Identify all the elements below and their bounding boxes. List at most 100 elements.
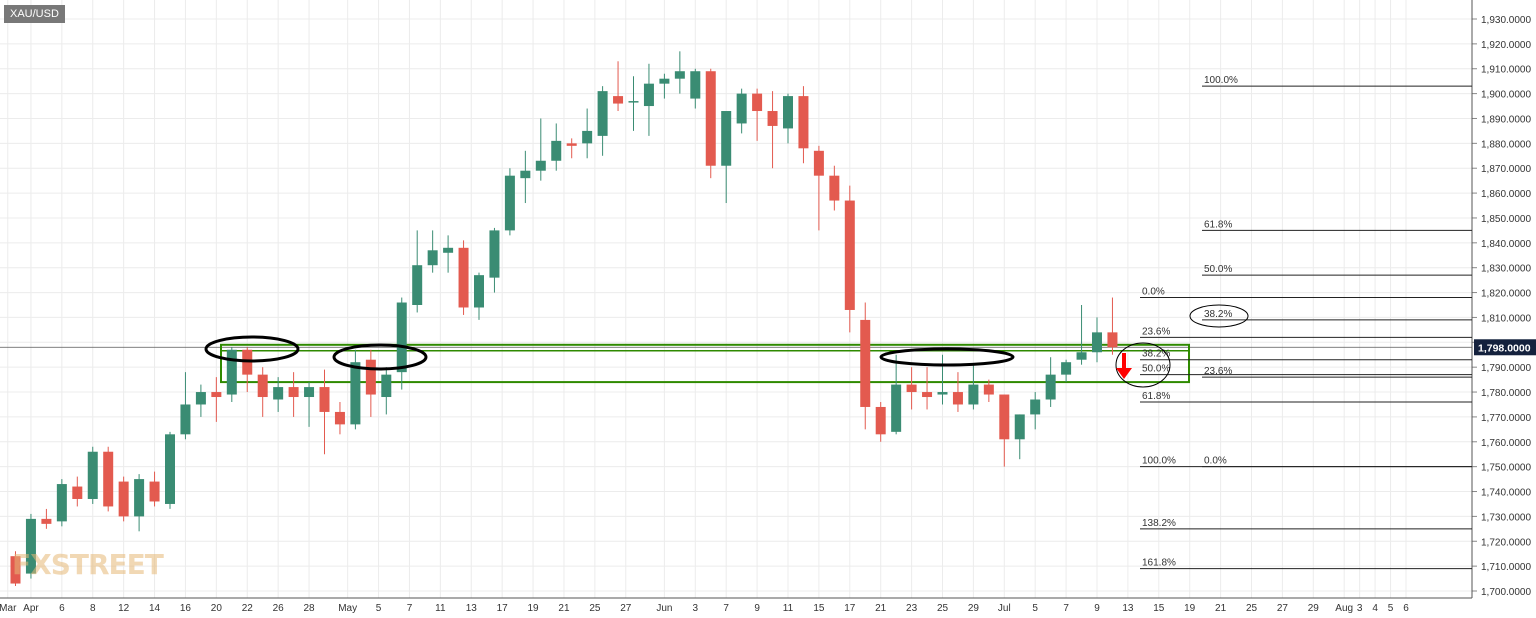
candle-body [56,484,67,522]
x-tick-label: 13 [466,603,478,614]
candle-body [41,518,52,524]
candle-body [273,387,284,400]
candle-body [968,384,979,405]
x-tick-label: 20 [211,603,223,614]
candle-body [736,93,747,124]
bearish-candle [1107,297,1118,355]
bullish-candle [1076,305,1087,365]
y-tick-label: 1,740.0000 [1481,488,1531,499]
candle-body [628,101,639,103]
x-tick-label: 4 [1372,603,1378,614]
bearish-candle [613,61,624,112]
y-tick-label: 1,730.0000 [1481,512,1531,523]
x-tick-label: 28 [303,603,315,614]
plot-area [0,0,1472,598]
bullish-candle [381,367,392,415]
down-arrow-head [1116,368,1132,379]
bearish-candle [211,377,222,422]
bearish-candle [875,401,886,442]
bullish-candle [304,382,315,427]
symbol-label[interactable]: XAU/USD [4,5,65,23]
x-tick-label: Apr [23,603,39,614]
x-tick-label: 23 [906,603,918,614]
candle-body [474,275,484,308]
bullish-candle [443,235,454,273]
bullish-candle [87,446,98,504]
candle-body [180,404,191,435]
candle-body [829,175,840,201]
candle-body [690,71,701,99]
highlight-ellipse [879,347,1015,367]
x-tick-label: 7 [723,603,729,614]
candle-body [1030,399,1041,415]
candle-body [752,93,763,112]
fib-right-label: 38.2% [1204,309,1232,320]
y-tick-label: 1,710.0000 [1481,562,1531,573]
x-tick-label: 19 [528,603,540,614]
bearish-candle [458,240,469,315]
candle-body [705,71,716,166]
bearish-candle [983,379,994,402]
bearish-candle [860,302,871,430]
y-tick-label: 1,930.0000 [1481,15,1531,26]
candle-body [149,481,160,502]
candle-body [489,230,500,278]
x-tick-label: 21 [558,603,570,614]
fib-right-label: 100.0% [1142,456,1176,467]
fib-right-label: 61.8% [1142,391,1170,402]
candle-body [72,486,83,499]
bearish-candle [829,165,840,211]
fib-right-label: 138.2% [1142,518,1176,529]
x-tick-label: Mar [0,603,17,614]
bullish-candle [690,68,701,109]
candle-body [535,160,546,171]
x-tick-label: 27 [620,603,632,614]
candle-body [891,384,902,432]
candle-body [211,392,222,398]
x-tick-label: 29 [1308,603,1320,614]
support-zone-box [220,343,1190,384]
bullish-candle [1045,357,1056,407]
bullish-candle [180,372,191,440]
highlight-ellipse [204,335,300,363]
fib-right-label: 50.0% [1142,364,1170,375]
x-tick-label: 11 [435,603,446,614]
x-tick-label: 5 [1032,603,1038,614]
candle-body [813,150,824,176]
x-tick-label: Jun [656,603,672,614]
fib-left-label: 23.6% [1204,366,1232,377]
y-tick-label: 1,820.0000 [1481,289,1531,300]
candle-body [613,96,624,104]
x-tick-label: 21 [875,603,887,614]
bullish-candle [350,349,361,430]
candle-body [427,250,438,266]
candle-body [25,518,36,574]
fib-right-label: 0.0% [1204,456,1227,467]
candle-body [365,359,376,395]
candle-body [304,387,315,398]
y-tick-label: 1,790.0000 [1481,363,1531,374]
candle-body [983,384,994,395]
x-tick-label: 5 [376,603,382,614]
y-tick-label: 1,810.0000 [1481,313,1531,324]
candle-body [257,374,268,398]
x-tick-label: 11 [783,603,794,614]
x-tick-label: 14 [149,603,161,614]
candle-body [798,96,809,149]
candle-body [551,140,562,161]
y-tick-label: 1,880.0000 [1481,139,1531,150]
x-tick-label: 17 [844,603,856,614]
bullish-candle [643,63,654,136]
candle-body [860,319,871,407]
candle-body [288,387,299,398]
candle-body [334,411,345,425]
fib-left-label: 61.8% [1204,219,1232,230]
x-tick-label: 7 [407,603,413,614]
fib-left-label: 100.0% [1204,75,1238,86]
bullish-candle [1061,359,1072,383]
candle-body [226,349,237,395]
candle-body [10,556,21,584]
bearish-candle [334,401,345,435]
